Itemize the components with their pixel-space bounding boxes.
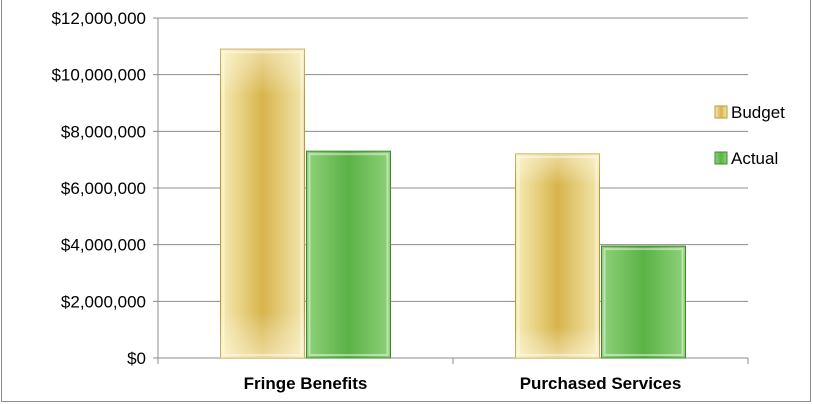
bar-actual-2 xyxy=(601,245,686,359)
legend-label: Actual xyxy=(731,149,778,168)
bar-budget-1 xyxy=(220,48,305,359)
y-tick-label: $0 xyxy=(127,349,146,368)
bars xyxy=(220,48,686,359)
legend: Budget Actual xyxy=(714,103,785,168)
y-tick-label: $10,000,000 xyxy=(51,66,146,85)
y-tick-label: $8,000,000 xyxy=(61,122,146,141)
legend-label: Budget xyxy=(731,103,785,122)
x-category-label: Purchased Services xyxy=(520,374,682,393)
y-tick-label: $2,000,000 xyxy=(61,292,146,311)
y-tick-label: $6,000,000 xyxy=(61,179,146,198)
y-tick-label: $4,000,000 xyxy=(61,236,146,255)
x-axis-category-labels: Fringe Benefits Purchased Services xyxy=(244,374,682,393)
legend-item-budget: Budget xyxy=(714,103,785,122)
bar-actual-1 xyxy=(306,150,391,359)
legend-item-actual: Actual xyxy=(714,149,778,168)
legend-swatch xyxy=(714,105,728,119)
x-category-label: Fringe Benefits xyxy=(244,374,368,393)
bar-budget-2 xyxy=(515,153,600,359)
y-axis-tick-labels: $0 $2,000,000 $4,000,000 $6,000,000 $8,000,0… xyxy=(51,9,146,368)
y-tick-label: $12,000,000 xyxy=(51,9,146,28)
legend-swatch xyxy=(714,151,728,165)
